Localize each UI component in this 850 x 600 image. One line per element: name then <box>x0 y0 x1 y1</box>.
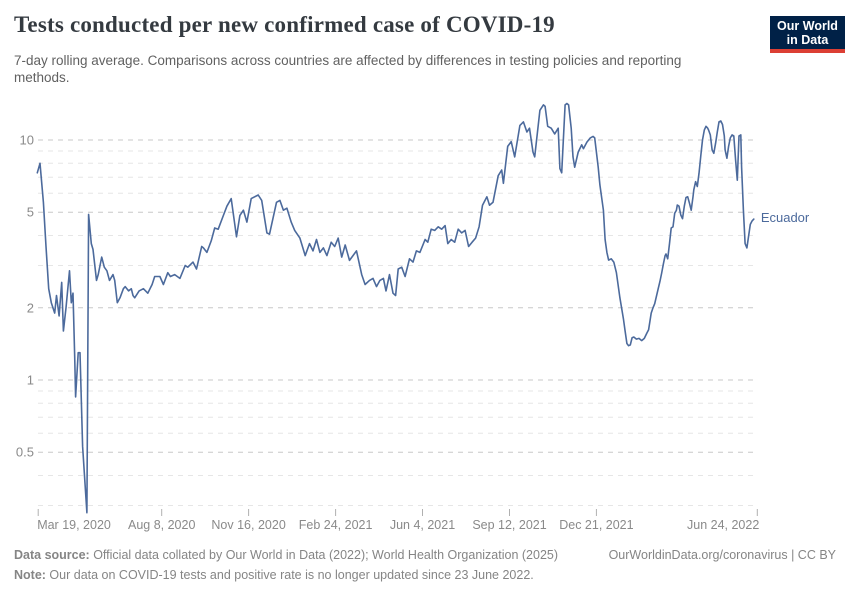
data-source-value: Official data collated by Our World in D… <box>89 548 559 562</box>
y-axis-label: 2 <box>27 300 34 315</box>
license-label: CC BY <box>797 548 836 562</box>
chart-subtitle: 7-day rolling average. Comparisons acros… <box>14 53 682 85</box>
series-line-ecuador[interactable] <box>36 102 755 514</box>
x-axis-label: Feb 24, 2021 <box>299 518 373 532</box>
data-source-label: Data source: <box>14 548 90 562</box>
footer-note-row: Note: Our data on COVID-19 tests and pos… <box>14 565 836 585</box>
y-axis-label: 1 <box>27 373 34 388</box>
y-axis-label: 5 <box>27 205 34 220</box>
chart-footer: Data source: Official data collated by O… <box>14 545 836 585</box>
x-axis-label: Nov 16, 2020 <box>211 518 285 532</box>
x-axis-label: Dec 21, 2021 <box>559 518 633 532</box>
footer-separator: | <box>787 548 798 562</box>
y-axis-label: 10 <box>20 133 34 148</box>
logo-line-2: in Data <box>786 33 829 47</box>
y-axis-label: 0.5 <box>16 445 34 460</box>
footer-links: OurWorldinData.org/coronavirus | CC BY <box>609 545 836 565</box>
x-axis-label: Jun 24, 2022 <box>687 518 759 532</box>
chart-title: Tests conducted per new confirmed case o… <box>14 12 555 37</box>
footer-source-row: Data source: Official data collated by O… <box>14 545 836 565</box>
x-axis-label: Jun 4, 2021 <box>390 518 455 532</box>
series-label-ecuador[interactable]: Ecuador <box>760 210 810 226</box>
data-source-text: Data source: Official data collated by O… <box>14 545 558 565</box>
x-axis-label: Sep 12, 2021 <box>472 518 546 532</box>
owid-coronavirus-link[interactable]: OurWorldinData.org/coronavirus <box>608 548 788 562</box>
note-label: Note: <box>14 568 46 582</box>
logo-line-1: Our World <box>777 19 838 33</box>
note-value: Our data on COVID-19 tests and positive … <box>45 568 534 582</box>
x-axis-label: Aug 8, 2020 <box>128 518 195 532</box>
x-axis-label: Mar 19, 2020 <box>37 518 111 532</box>
owid-logo[interactable]: Our World in Data <box>770 16 845 53</box>
